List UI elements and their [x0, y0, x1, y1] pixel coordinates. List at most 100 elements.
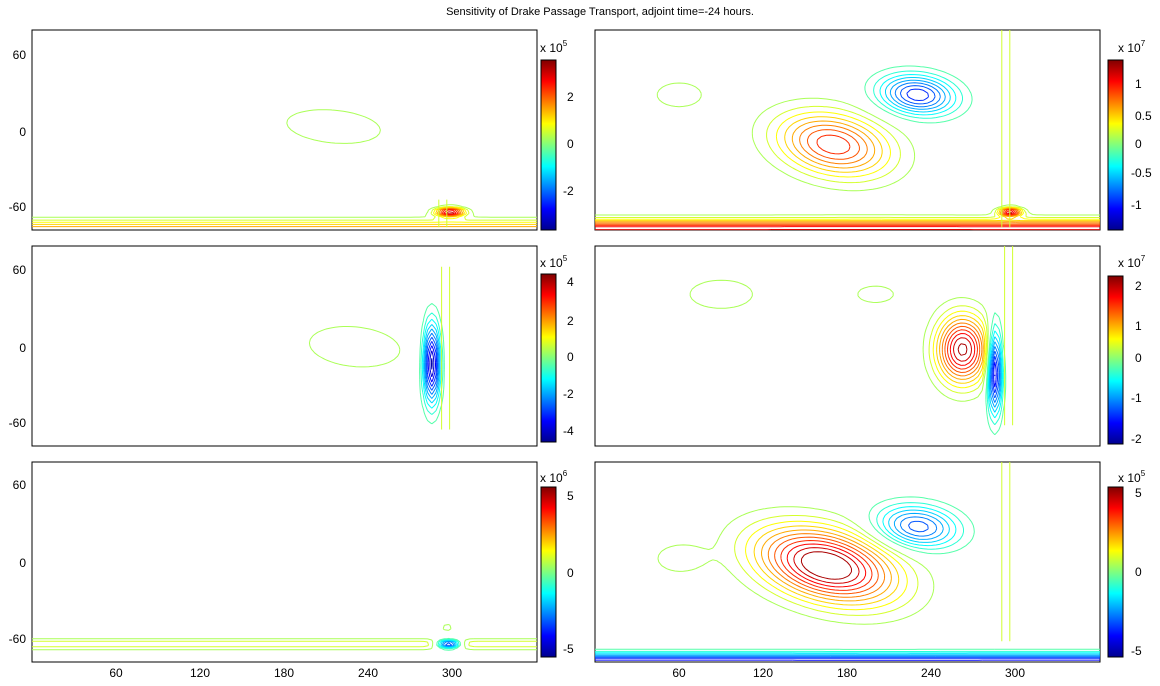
panel-6-contour-level-11 — [595, 496, 1100, 650]
panel-2-contour-level-17 — [595, 120, 1100, 223]
panel-6-colorbar — [1107, 486, 1124, 658]
panel-4-colorbar-multiplier: x 107 — [1118, 254, 1146, 270]
panel-4: x 107 2 1 0 -1 -2 — [594, 245, 1146, 447]
panel-5-colorbar-multiplier: x 106 — [540, 469, 568, 485]
panel-1-contour-level-15 — [32, 206, 537, 223]
panel-4-contour-level-13 — [689, 279, 989, 402]
panel-3-plot-frame — [31, 245, 538, 447]
panel-3-contour-level-1 — [430, 358, 433, 370]
panel-4-contour-level-19 — [944, 325, 981, 373]
panel-2-contour-level-7 — [889, 79, 946, 110]
panel-2-contour-level-15 — [595, 111, 1100, 220]
panel-2-cbar-tick-2: 0.5 — [1135, 109, 1152, 123]
panel-1-colorbar-multiplier: x 105 — [540, 39, 568, 55]
panel-4-contour-level-16 — [936, 315, 986, 384]
panel-4-contour-level-15 — [932, 310, 987, 389]
panel-4-cbar-tick-1: 2 — [1135, 279, 1142, 293]
panel-1-colorbar — [540, 59, 557, 231]
panel-6-cbar-tick-2: 0 — [1135, 565, 1142, 579]
panel-5: 60 0 -60 60 120 180 240 300 x 106 5 0 -5 — [9, 461, 574, 680]
panel-1-plot-frame — [31, 29, 538, 231]
panel-6-plot-frame — [594, 461, 1101, 663]
panel-4-contour-level-9 — [987, 330, 1003, 419]
panel-2-contour-level-11 — [864, 65, 973, 124]
panel-1-contour-level-17 — [32, 207, 537, 228]
panel-4-contour-level-8 — [988, 336, 1003, 413]
panel-4-barrier-1 — [1004, 246, 1014, 426]
panel-4-contour-level-7 — [989, 341, 1002, 408]
panel-2-contours — [595, 30, 1100, 231]
panel-3-barrier-1 — [441, 266, 451, 430]
panel-2-contour-level-5 — [899, 85, 936, 105]
panel-2-contour-level-10 — [873, 70, 963, 119]
panel-2-contour-level-16 — [595, 116, 1100, 222]
panel-2-cbar-tick-1: 1 — [1135, 77, 1142, 91]
panel-6-contour-level-13 — [657, 506, 935, 625]
panel-4-contours — [689, 246, 1014, 436]
panel-3-ytick-2: 0 — [19, 341, 26, 355]
panel-5-contour-level-9 — [439, 639, 459, 649]
panel-6-cbar-tick-1: 5 — [1135, 486, 1142, 500]
panel-6-contour-level-19 — [774, 536, 879, 595]
panel-5-contour-level-8 — [440, 639, 457, 649]
panel-3-ytick-1: 60 — [13, 263, 27, 277]
panel-5-xtick-5: 300 — [442, 666, 462, 680]
panel-2-contour-level-20 — [595, 134, 1100, 226]
panel-2-contour-level-9 — [879, 74, 957, 116]
panel-3-colorbar-multiplier: x 105 — [540, 254, 568, 270]
panel-6-cbar-tick-3: -5 — [1131, 644, 1142, 658]
panel-6-contour-level-14 — [734, 515, 919, 616]
panel-6-contour-level-17 — [761, 529, 892, 602]
panel-2-contour-level-6 — [894, 82, 941, 108]
panel-5-xtick-4: 240 — [358, 666, 378, 680]
panel-4-contour-level-14 — [928, 305, 988, 394]
panel-2-cbar-tick-5: -1 — [1131, 198, 1142, 212]
panel-4-contour-level-5 — [991, 350, 1000, 399]
panel-4-cbar-tick-3: 0 — [1135, 351, 1142, 365]
panel-6-colorbar-multiplier: x 105 — [1118, 469, 1146, 485]
panel-6-contours — [595, 462, 1100, 661]
panel-6-contour-level-21 — [786, 543, 867, 588]
panel-5-xtick-2: 120 — [190, 666, 210, 680]
panel-2: x 107 1 0.5 0 -0.5 -1 — [594, 29, 1152, 231]
panel-3-contours — [308, 266, 451, 430]
panel-6-contour-level-6 — [595, 516, 1100, 657]
panel-2-contour-level-19 — [595, 129, 1100, 225]
panel-5-colorbar — [540, 486, 557, 658]
panel-1-ytick-2: 0 — [19, 125, 26, 139]
panel-5-contour-level-7 — [441, 640, 456, 648]
panel-5-contours — [32, 624, 537, 651]
panel-6-contour-level-10 — [595, 502, 1100, 652]
panel-4-contour-level-22 — [953, 337, 972, 362]
panel-3-contour-level-5 — [425, 336, 438, 391]
panel-4-contour-level-10 — [986, 323, 1005, 426]
panel-3-cbar-tick-2: 2 — [567, 314, 574, 328]
panel-6-xtick-2: 120 — [753, 666, 773, 680]
panel-1-ytick-3: -60 — [9, 200, 27, 214]
panel-6-contour-level-5 — [595, 520, 1100, 658]
panel-5-cbar-tick-1: 5 — [567, 489, 574, 503]
panel-2-contour-level-13 — [595, 82, 1100, 216]
panel-4-contour-level-21 — [949, 333, 976, 366]
panel-3-cbar-tick-5: -4 — [563, 424, 574, 438]
panel-2-contour-level-4 — [906, 88, 929, 101]
panel-4-cbar-tick-2: 1 — [1135, 319, 1142, 333]
panel-2-cbar-tick-4: -0.5 — [1131, 166, 1152, 180]
panel-5-contour-level-5 — [445, 642, 453, 647]
panel-5-xtick-3: 180 — [274, 666, 294, 680]
panel-3-contour-level-11 — [419, 303, 445, 425]
panel-3-contour-level-6 — [424, 332, 439, 395]
panel-4-plot-frame — [594, 245, 1101, 447]
panel-6-xtick-4: 240 — [921, 666, 941, 680]
panel-1-contour-level-14 — [32, 206, 537, 221]
panel-6-xtick-1: 60 — [672, 666, 686, 680]
panel-4-contour-level-23 — [957, 343, 968, 356]
panel-3-cbar-tick-3: 0 — [567, 350, 574, 364]
panel-4-contour-level-4 — [992, 355, 999, 394]
panel-1-contour-level-22 — [446, 211, 455, 215]
panel-5-plot-frame — [31, 461, 538, 663]
panel-5-ytick-3: -60 — [9, 632, 27, 646]
panel-3: 60 0 -60 x 105 4 2 0 -2 -4 — [9, 245, 574, 447]
panel-3-contour-level-7 — [424, 328, 440, 399]
